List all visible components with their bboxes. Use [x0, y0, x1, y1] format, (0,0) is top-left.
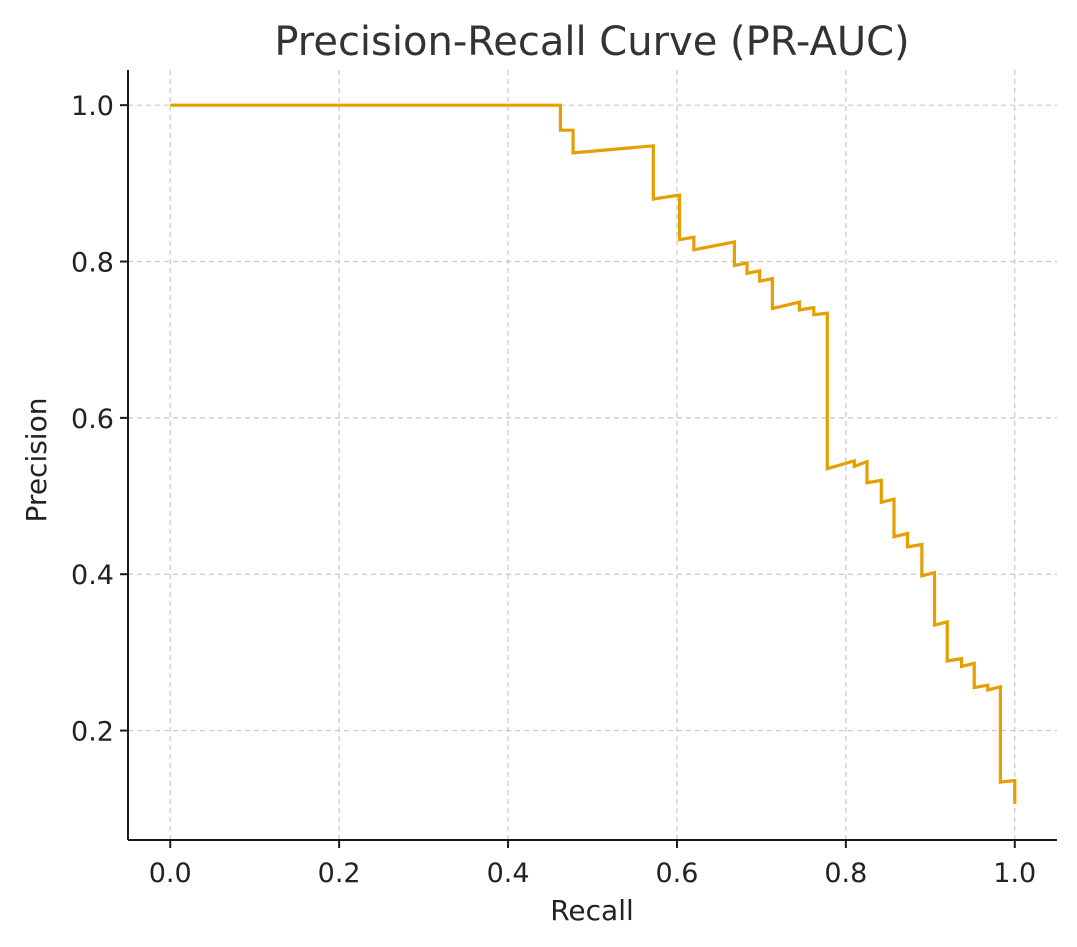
- x-tick-label: 1.0: [993, 858, 1036, 889]
- curve-layer: [170, 103, 1017, 805]
- ticks: 0.0 0.2 0.4 0.6 0.8 1.0 0.2 0.4 0.6 0.8 1.0: [71, 91, 1036, 889]
- x-tick-label: 0.8: [824, 858, 867, 889]
- y-tick-label: 0.6: [71, 404, 114, 435]
- x-tick-label: 0.2: [318, 858, 361, 889]
- y-tick-label: 0.2: [71, 717, 114, 748]
- y-axis-title: Precision: [20, 398, 53, 523]
- x-tick-label: 0.0: [149, 858, 192, 889]
- y-tick-label: 1.0: [71, 91, 114, 122]
- chart-title: Precision-Recall Curve (PR-AUC): [274, 19, 909, 65]
- grid: [128, 70, 1057, 840]
- x-axis-title: Recall: [550, 894, 634, 927]
- axes: [127, 70, 1057, 841]
- y-tick-label: 0.8: [71, 248, 114, 279]
- pr-curve-line: [170, 103, 1017, 805]
- x-tick-label: 0.4: [487, 858, 530, 889]
- x-tick-label: 0.6: [655, 858, 698, 889]
- y-tick-label: 0.4: [71, 560, 114, 591]
